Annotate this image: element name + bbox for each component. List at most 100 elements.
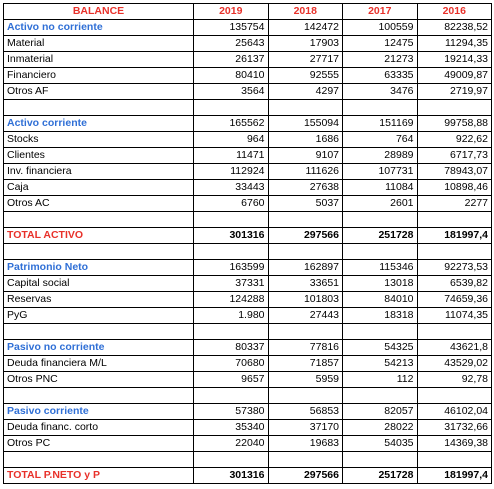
cell-value: 151169 — [342, 115, 418, 132]
cell-value: 5959 — [267, 371, 343, 388]
cell-value: 14369,38 — [416, 435, 492, 452]
cell-value: 251728 — [342, 227, 418, 244]
cell-value: 301316 — [193, 227, 269, 244]
cell-value: 2719,97 — [416, 83, 492, 100]
cell-value: 181997,4 — [416, 467, 492, 484]
row-label: Otros AC — [3, 195, 194, 212]
table-row: Otros AF 3564 4297 3476 2719,97 — [3, 83, 492, 100]
section-title: Activo corriente — [3, 115, 194, 132]
row-label: Otros AF — [3, 83, 194, 100]
cell-value: 54035 — [342, 435, 418, 452]
cell-value: 17903 — [267, 35, 343, 52]
cell-value: 112 — [342, 371, 418, 388]
section-title: Activo no corriente — [3, 19, 194, 36]
cell-value: 101803 — [267, 291, 343, 308]
cell-value: 78943,07 — [416, 163, 492, 180]
table-row: Reservas 124288 101803 84010 74659,36 — [3, 291, 492, 308]
cell-value: 112924 — [193, 163, 269, 180]
cell-value: 100559 — [342, 19, 418, 36]
cell-value: 135754 — [193, 19, 269, 36]
cell-value: 1.980 — [193, 307, 269, 324]
year-header: 2019 — [193, 3, 269, 20]
cell-value: 92555 — [267, 67, 343, 84]
year-header: 2017 — [342, 3, 418, 20]
cell-value: 74659,36 — [416, 291, 492, 308]
cell-value: 71857 — [267, 355, 343, 372]
row-label: Deuda financ. corto — [3, 419, 194, 436]
cell-value: 21273 — [342, 51, 418, 68]
cell-value: 25643 — [193, 35, 269, 52]
row-label: Inmaterial — [3, 51, 194, 68]
cell-value: 80410 — [193, 67, 269, 84]
cell-value: 2601 — [342, 195, 418, 212]
cell-value: 28989 — [342, 147, 418, 164]
cell-value: 6717,73 — [416, 147, 492, 164]
cell-value: 54213 — [342, 355, 418, 372]
total-row-activo: TOTAL ACTIVO 301316 297566 251728 181997… — [3, 227, 492, 244]
row-label: Material — [3, 35, 194, 52]
cell-value: 10898,46 — [416, 179, 492, 196]
row-label: Otros PNC — [3, 371, 194, 388]
total-label: TOTAL ACTIVO — [3, 227, 194, 244]
cell-value: 19683 — [267, 435, 343, 452]
cell-value: 165562 — [193, 115, 269, 132]
row-label: Capital social — [3, 275, 194, 292]
cell-value: 181997,4 — [416, 227, 492, 244]
cell-value: 6539,82 — [416, 275, 492, 292]
cell-value: 922,62 — [416, 131, 492, 148]
cell-value: 115346 — [342, 259, 418, 276]
cell-value: 43621,8 — [416, 339, 492, 356]
cell-value: 27443 — [267, 307, 343, 324]
table-row: Stocks 964 1686 764 922,62 — [3, 131, 492, 148]
total-label: TOTAL P.NETO y P — [3, 467, 194, 484]
cell-value: 99758,88 — [416, 115, 492, 132]
cell-value: 80337 — [193, 339, 269, 356]
spacer-row — [3, 451, 492, 468]
row-label: Clientes — [3, 147, 194, 164]
cell-value: 27638 — [267, 179, 343, 196]
table-row: Inmaterial 26137 27717 21273 19214,33 — [3, 51, 492, 68]
cell-value: 162897 — [267, 259, 343, 276]
table-row: PyG 1.980 27443 18318 11074,35 — [3, 307, 492, 324]
cell-value: 3564 — [193, 83, 269, 100]
cell-value: 33651 — [267, 275, 343, 292]
cell-value: 764 — [342, 131, 418, 148]
balance-table: BALANCE 2019 2018 2017 2016 Activo no co… — [3, 3, 492, 484]
row-label: Stocks — [3, 131, 194, 148]
cell-value: 11471 — [193, 147, 269, 164]
cell-value: 26137 — [193, 51, 269, 68]
year-header: 2018 — [267, 3, 343, 20]
table-row: Capital social 37331 33651 13018 6539,82 — [3, 275, 492, 292]
section-title: Pasivo corriente — [3, 403, 194, 420]
header-label: BALANCE — [3, 3, 194, 20]
spacer-row — [3, 243, 492, 260]
cell-value: 57380 — [193, 403, 269, 420]
cell-value: 56853 — [267, 403, 343, 420]
cell-value: 107731 — [342, 163, 418, 180]
cell-value: 11084 — [342, 179, 418, 196]
cell-value: 301316 — [193, 467, 269, 484]
row-label: Reservas — [3, 291, 194, 308]
spacer-row — [3, 387, 492, 404]
section-row-pasivo-no-corriente: Pasivo no corriente 80337 77816 54325 43… — [3, 339, 492, 356]
cell-value: 54325 — [342, 339, 418, 356]
cell-value: 82238,52 — [416, 19, 492, 36]
cell-value: 77816 — [267, 339, 343, 356]
cell-value: 63335 — [342, 67, 418, 84]
row-label: Caja — [3, 179, 194, 196]
cell-value: 297566 — [267, 467, 343, 484]
cell-value: 11074,35 — [416, 307, 492, 324]
header-row: BALANCE 2019 2018 2017 2016 — [3, 3, 492, 20]
cell-value: 4297 — [267, 83, 343, 100]
table-row: Otros PC 22040 19683 54035 14369,38 — [3, 435, 492, 452]
row-label: Otros PC — [3, 435, 194, 452]
cell-value: 9657 — [193, 371, 269, 388]
cell-value: 1686 — [267, 131, 343, 148]
row-label: PyG — [3, 307, 194, 324]
cell-value: 92,78 — [416, 371, 492, 388]
table-row: Clientes 11471 9107 28989 6717,73 — [3, 147, 492, 164]
table-row: Otros AC 6760 5037 2601 2277 — [3, 195, 492, 212]
row-label: Deuda financiera M/L — [3, 355, 194, 372]
balance-sheet: BALANCE 2019 2018 2017 2016 Activo no co… — [3, 3, 492, 484]
section-title: Patrimonio Neto — [3, 259, 194, 276]
